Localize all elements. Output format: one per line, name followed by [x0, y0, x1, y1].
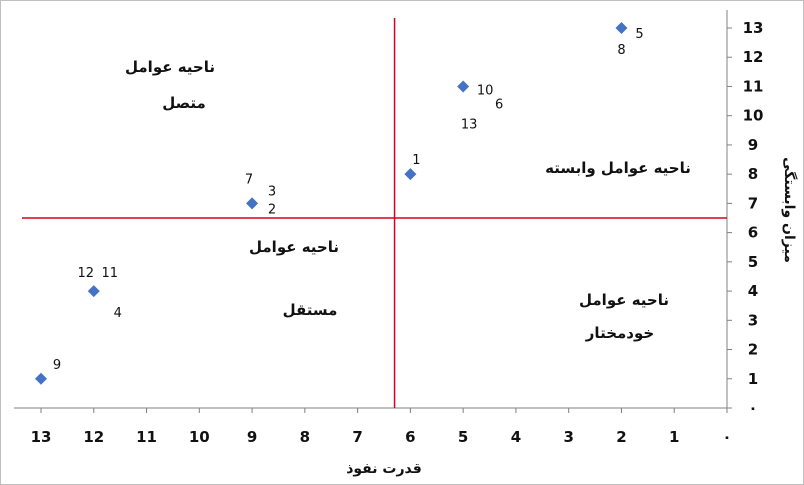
x-tick-label: 1 [669, 428, 679, 446]
data-point-label: 6 [495, 97, 503, 112]
y-tick-label: 2 [748, 341, 758, 359]
x-tick-label: 5 [458, 428, 468, 446]
y-tick-label: 5 [748, 253, 758, 271]
region-linkage-title: ناحیه عوامل [125, 58, 215, 76]
data-point-label: 1 [412, 153, 420, 168]
y-tick-label: 1 [748, 370, 758, 388]
y-tick-label: 9 [748, 136, 758, 154]
data-point-labels: 58 106 13 1 73 2 12 11 4 9 [53, 27, 644, 373]
y-tick-label: 8 [748, 165, 758, 183]
x-tick-label: 13 [31, 428, 52, 446]
data-point-label: 12 [77, 266, 94, 281]
y-tick-label: 3 [748, 311, 758, 329]
data-point-marker [87, 285, 100, 298]
y-tick-label: 13 [743, 19, 764, 37]
data-point-marker [404, 168, 417, 181]
data-point-marker [246, 197, 259, 210]
y-axis-title: میزان وابستگی [781, 157, 798, 263]
x-tick-label: 6 [405, 428, 415, 446]
x-tick-label: 10 [189, 428, 210, 446]
data-point-label: 5 [635, 27, 643, 42]
region-independent-subtitle: مستقل [283, 301, 338, 319]
region-dependent-title: ناحیه عوامل وابسته [545, 159, 691, 177]
x-axis-title: قدرت نفوذ [346, 461, 422, 477]
data-points [35, 22, 628, 385]
region-autonomous-title: ناحیه عوامل [579, 291, 669, 309]
data-point-label: 9 [53, 358, 61, 373]
x-tick-label: 7 [352, 428, 362, 446]
data-point-label: 13 [461, 117, 478, 132]
x-tick-label: 12 [83, 428, 104, 446]
data-point-marker [457, 80, 470, 93]
data-point-label: 7 [245, 172, 253, 187]
x-tick-label: 3 [563, 428, 573, 446]
x-tick-label: 9 [247, 428, 257, 446]
data-point-label: 4 [114, 306, 122, 321]
y-tick-label: 10 [743, 107, 764, 125]
y-tick-label: 7 [748, 194, 758, 212]
region-autonomous-subtitle: خودمختار [585, 324, 654, 342]
y-tick-label: 6 [748, 224, 758, 242]
data-point-label: 3 [268, 184, 276, 199]
data-point-label: 10 [477, 83, 494, 98]
x-tick-label: 2 [616, 428, 626, 446]
data-point-label: 2 [268, 202, 276, 217]
x-tick-label: ۰ [722, 428, 731, 446]
x-tick-label: 4 [511, 428, 521, 446]
data-point-label: 8 [617, 43, 625, 58]
y-tick-label: ۰ [748, 399, 757, 417]
x-tick-label: 11 [136, 428, 157, 446]
data-point-marker [35, 372, 47, 385]
data-point-label: 11 [101, 266, 118, 281]
region-linkage-subtitle: متصل [162, 94, 206, 112]
y-tick-label: 12 [743, 48, 764, 66]
region-independent-title: ناحیه عوامل [249, 238, 339, 256]
region-labels: ناحیه عوامل متصل ناحیه عوامل وابسته ناحی… [125, 58, 691, 342]
data-point-marker [615, 22, 628, 34]
x-tick-label: 8 [300, 428, 310, 446]
y-tick-label: 11 [743, 77, 764, 95]
y-tick-label: 4 [748, 282, 758, 300]
